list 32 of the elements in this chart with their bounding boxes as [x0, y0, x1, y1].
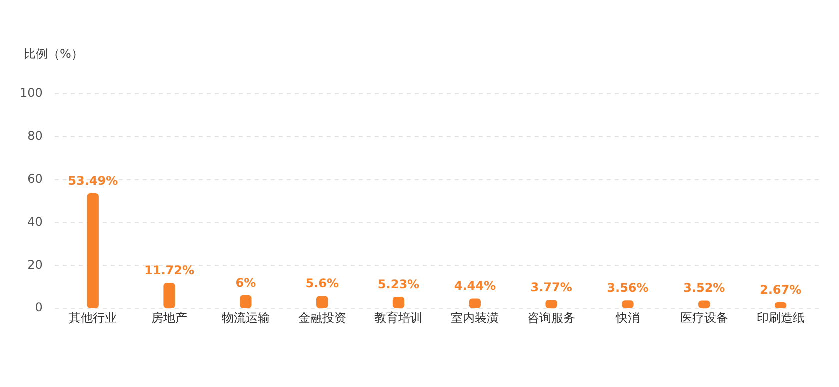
- bar: [87, 193, 99, 308]
- x-tick-label: 咨询服务: [528, 310, 576, 325]
- y-tick-label: 0: [35, 300, 43, 315]
- x-tick-label: 印刷造纸: [756, 310, 805, 325]
- data-label: 3.56%: [607, 281, 649, 296]
- data-label: 3.77%: [530, 280, 572, 295]
- y-tick-label: 20: [28, 258, 43, 272]
- y-tick-label: 60: [28, 172, 43, 186]
- data-label: 11.72%: [144, 264, 195, 278]
- x-tick-label: 金融投资: [298, 310, 346, 325]
- bar: [164, 283, 176, 308]
- y-tick-label: 80: [28, 129, 43, 144]
- data-label: 5.6%: [306, 276, 339, 291]
- x-tick-label: 其他行业: [69, 310, 118, 325]
- y-tick-label: 40: [28, 214, 43, 229]
- x-tick-label: 快消: [614, 310, 640, 325]
- x-tick-label: 医疗设备: [680, 310, 728, 325]
- x-tick-label: 物流运输: [222, 310, 270, 325]
- bar: [392, 297, 405, 308]
- x-tick-label: 室内装潢: [451, 310, 500, 325]
- y-axis-title: 比例（%）: [24, 47, 84, 62]
- bar: [316, 296, 328, 308]
- data-label: 6%: [236, 276, 256, 290]
- data-label: 53.49%: [68, 174, 118, 188]
- x-tick-label: 教育培训: [374, 310, 423, 325]
- data-label: 2.67%: [760, 282, 802, 297]
- data-label: 5.23%: [378, 278, 420, 292]
- data-label: 4.44%: [454, 279, 496, 294]
- y-tick-label: 100: [20, 86, 43, 100]
- data-label: 3.52%: [684, 281, 726, 296]
- x-tick-label: 房地产: [152, 310, 188, 325]
- bar: [240, 295, 252, 308]
